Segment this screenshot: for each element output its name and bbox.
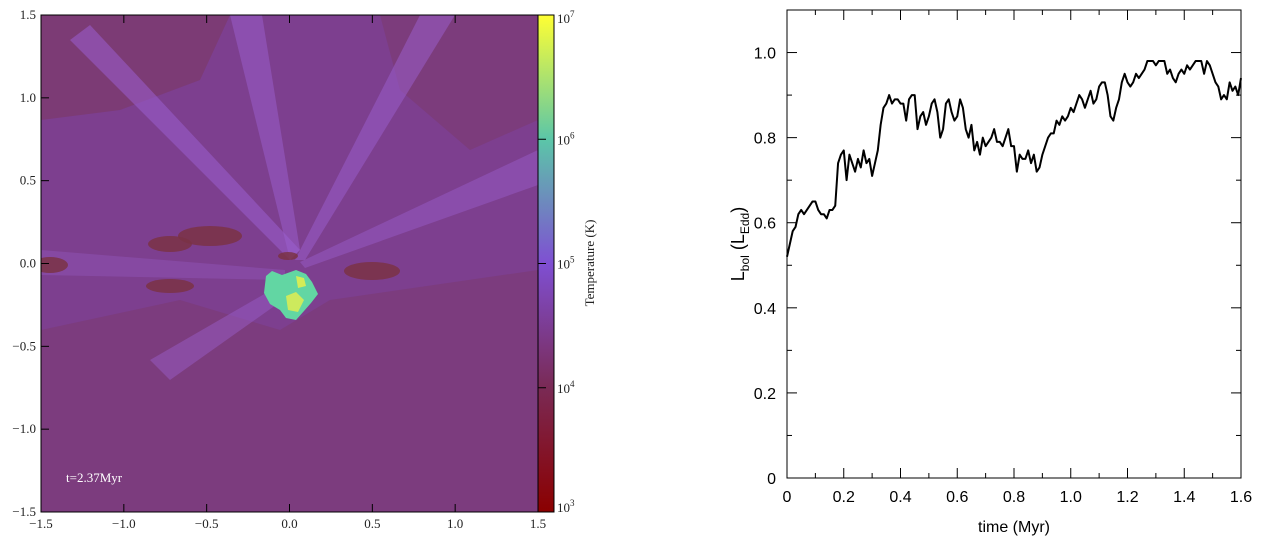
map-x-tick-label: 0.0 [281,516,297,531]
plot-tick-marks [786,10,1242,479]
dark-region-lower [41,270,538,512]
map-y-tick-label: 1.0 [20,90,36,105]
map-background [41,15,538,512]
map-x-tick-label: 1.0 [447,516,463,531]
map-y-tick-label: 0.0 [20,256,36,271]
map-x-tick-label: −1.0 [112,516,136,531]
hot-core-hotspot [286,292,304,312]
light-streak-left [41,250,285,280]
x-tick-label: 0.4 [889,489,911,506]
cold-lobe-edge [41,257,68,273]
y-label-main: L [728,271,748,281]
cold-lobe-right [344,262,400,280]
colorbar-tick-label: 103 [557,498,575,515]
y-axis-label: Lbol (LEdd) [728,207,752,281]
y-tick-label: 0.6 [754,216,776,233]
map-x-tick-labels: −1.5 −1.0 −0.5 0.0 0.5 1.0 1.5 [29,516,546,531]
map-x-tick-label: −1.5 [29,516,53,531]
x-tick-label: 0.8 [1003,489,1025,506]
light-streak-upper [230,15,300,260]
plot-x-tick-labels: 0 0.2 0.4 0.6 0.8 1.0 1.2 1.4 1.6 [783,489,1253,506]
plot-frame [786,9,1242,479]
y-label-sub2: Edd [738,213,752,234]
map-y-tick-label: −1.5 [12,504,36,519]
light-streak-right [300,150,538,268]
x-tick-label: 0.2 [833,489,855,506]
colorbar-tick-label: 104 [557,379,575,396]
temperature-map-image [41,15,538,512]
colorbar-tick-label: 107 [557,9,575,26]
light-streak-upper-right [295,15,455,260]
x-axis-label: time (Myr) [978,519,1050,536]
x-tick-label: 1.0 [1060,489,1082,506]
colorbar-tick-label: 105 [557,255,575,272]
map-x-tick-label: 1.5 [530,516,546,531]
map-y-tick-label: 0.5 [20,173,36,188]
map-x-tick-label: 0.5 [364,516,380,531]
map-x-tick-label: −0.5 [195,516,219,531]
colorbar-tick-labels: 103 104 105 106 107 [538,9,575,515]
y-tick-label: 1.0 [754,46,776,63]
map-y-tick-labels: −1.5 −1.0 −0.5 0.0 0.5 1.0 1.5 [12,7,36,519]
hot-core-hotspot [296,276,306,288]
x-tick-label: 0.6 [946,489,968,506]
time-annotation: t=2.37Myr [66,470,123,485]
light-streak-upper-left [70,25,300,260]
y-tick-label: 0.2 [754,386,776,403]
x-tick-label: 0 [783,489,792,506]
y-tick-label: 0.8 [754,131,776,148]
map-y-tick-label: −0.5 [12,338,36,353]
cold-lobe-left-lower [146,279,194,293]
map-y-tick-label: −1.0 [12,421,36,436]
y-label-mid: (L [728,234,748,255]
cold-lobe-left-upper [178,226,242,246]
y-tick-label: 0 [767,471,776,488]
light-streak-lower-left [150,285,290,380]
map-tick-marks [40,14,539,513]
cold-lobe-left-mid [148,236,192,252]
luminosity-series-line [786,60,1242,257]
luminosity-chart-panel: 0 0.2 0.4 0.6 0.8 1.0 1.2 1.4 1.6 0 0.2 0.4 0.6 0.8 1… [728,9,1253,536]
cold-lobe-center-top [278,252,298,260]
map-y-tick-label: 1.5 [20,7,36,22]
y-label-sub1: bol [738,255,752,271]
colorbar-label: Temperature (K) [582,220,597,307]
x-tick-label: 1.4 [1173,489,1195,506]
x-tick-label: 1.2 [1116,489,1138,506]
plot-y-tick-labels: 0 0.2 0.4 0.6 0.8 1.0 [754,46,776,488]
colorbar-tick-label: 106 [557,130,575,147]
y-tick-label: 0.4 [754,301,776,318]
x-tick-label: 1.6 [1230,489,1252,506]
y-label-end: ) [728,207,748,213]
temperature-map-panel: −1.5 −1.0 −0.5 0.0 0.5 1.0 1.5 −1.5 −1.0 −0.5 0.0… [12,7,597,531]
